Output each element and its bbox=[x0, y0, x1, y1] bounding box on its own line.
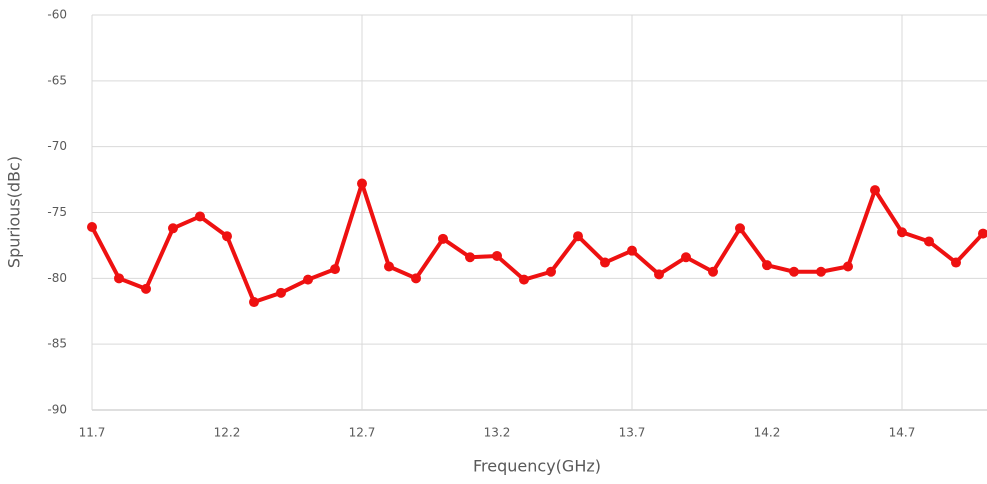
y-tick-label: -90 bbox=[47, 403, 67, 417]
point bbox=[357, 178, 367, 189]
x-axis-title: Frequency(GHz) bbox=[473, 457, 601, 476]
x-tick-label: 14.7 bbox=[889, 426, 916, 440]
y-tick-label: -60 bbox=[47, 8, 67, 22]
point bbox=[195, 211, 205, 222]
y-tick-label: -80 bbox=[47, 271, 67, 285]
point bbox=[816, 266, 826, 277]
point bbox=[789, 266, 799, 277]
point bbox=[897, 227, 907, 238]
point bbox=[492, 250, 502, 261]
x-tick-label: 14.2 bbox=[754, 426, 781, 440]
point bbox=[978, 228, 987, 239]
point bbox=[465, 252, 475, 263]
point bbox=[573, 231, 583, 242]
point bbox=[114, 273, 124, 284]
point bbox=[924, 236, 934, 247]
point bbox=[87, 221, 97, 232]
x-tick-label: 13.7 bbox=[619, 426, 646, 440]
point bbox=[735, 223, 745, 234]
point bbox=[384, 261, 394, 272]
y-tick-label: -70 bbox=[47, 139, 67, 153]
point bbox=[168, 223, 178, 234]
point bbox=[708, 266, 718, 277]
line bbox=[90, 181, 985, 305]
point bbox=[276, 287, 286, 298]
point bbox=[600, 257, 610, 268]
point bbox=[681, 252, 691, 263]
y-tick-label: -65 bbox=[47, 73, 67, 87]
point bbox=[303, 274, 313, 285]
x-tick-label: 12.7 bbox=[349, 426, 376, 440]
point bbox=[222, 231, 232, 242]
point bbox=[870, 185, 880, 196]
point bbox=[951, 257, 961, 268]
point bbox=[141, 283, 151, 294]
x-tick-label: 13.2 bbox=[484, 426, 511, 440]
point bbox=[438, 233, 448, 244]
point bbox=[249, 297, 259, 308]
point bbox=[519, 274, 529, 285]
y-tick-label: -85 bbox=[47, 337, 67, 351]
x-tick-label: 12.2 bbox=[214, 426, 241, 440]
y-axis-title: Spurious(dBc) bbox=[5, 156, 24, 268]
x-tick-label: 11.7 bbox=[79, 426, 106, 440]
point bbox=[843, 261, 853, 272]
point bbox=[762, 260, 772, 271]
point bbox=[546, 266, 556, 277]
y-tick-label: -75 bbox=[47, 205, 67, 219]
point bbox=[627, 245, 637, 256]
point bbox=[654, 269, 664, 280]
point bbox=[330, 264, 340, 275]
point bbox=[411, 273, 421, 284]
